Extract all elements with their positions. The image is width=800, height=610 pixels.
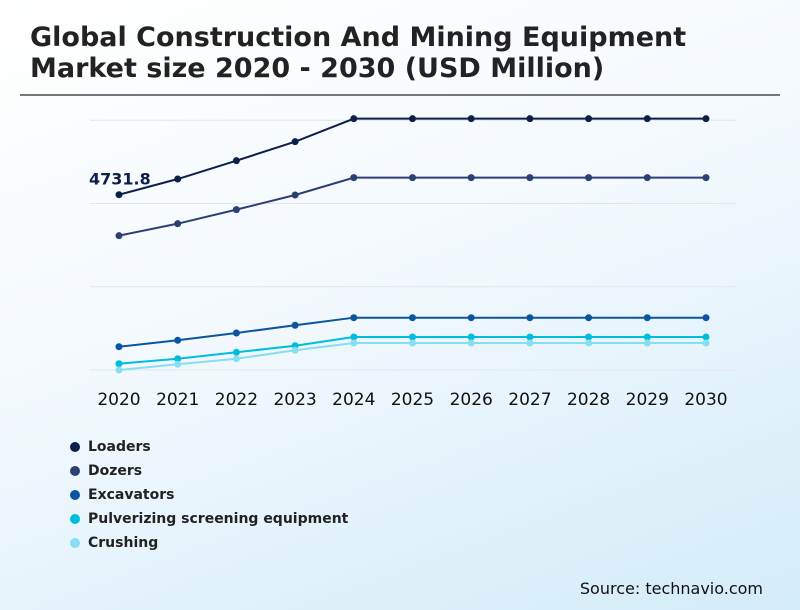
data-point <box>702 314 710 322</box>
legend-marker-icon <box>70 538 80 548</box>
data-point <box>643 339 651 347</box>
legend-item: Crushing <box>70 531 348 555</box>
data-point <box>115 343 123 351</box>
data-point <box>409 314 416 322</box>
data-point <box>350 314 358 322</box>
data-point <box>174 220 182 228</box>
title-divider <box>20 94 780 96</box>
data-point <box>174 175 182 183</box>
legend-marker-icon <box>70 514 80 524</box>
legend-marker-icon <box>70 442 80 452</box>
data-point <box>467 174 475 182</box>
data-point <box>174 360 182 368</box>
legend-item: Loaders <box>70 435 348 459</box>
data-point <box>585 339 593 347</box>
legend-item: Dozers <box>70 459 348 483</box>
data-point <box>232 329 240 337</box>
data-point <box>467 339 475 347</box>
legend-marker-icon <box>70 466 80 476</box>
series-line-dozers <box>118 176 706 237</box>
legend-label: Loaders <box>88 439 151 455</box>
legend-item: Pulverizing screening equipment <box>70 507 348 531</box>
data-point <box>350 115 358 123</box>
data-point <box>467 333 475 341</box>
data-point <box>585 314 593 322</box>
data-point <box>526 174 534 182</box>
data-point <box>585 333 593 341</box>
x-tick-label: 2028 <box>567 390 610 410</box>
x-tick-label: 2029 <box>626 390 669 410</box>
series-line-loaders <box>118 117 706 196</box>
data-point <box>643 333 651 341</box>
legend-marker-icon <box>70 490 80 500</box>
data-point <box>350 174 358 182</box>
data-point <box>409 339 416 347</box>
data-point <box>291 346 299 354</box>
data-point <box>232 355 240 363</box>
x-tick-label: 2020 <box>97 390 140 410</box>
data-point <box>350 339 358 347</box>
data-label: 4731.8 <box>89 170 151 189</box>
x-tick-label: 2023 <box>273 390 316 410</box>
data-point <box>702 333 710 341</box>
data-point <box>526 333 534 341</box>
data-point <box>409 333 416 341</box>
data-point <box>643 174 651 182</box>
data-point <box>526 115 534 123</box>
legend-item: Excavators <box>70 483 348 507</box>
x-tick-label: 2027 <box>508 390 551 410</box>
data-point <box>291 138 299 146</box>
x-tick-label: 2025 <box>391 390 434 410</box>
chart-title: Global Construction And Mining Equipment… <box>30 22 687 84</box>
x-tick-label: 2021 <box>156 390 199 410</box>
data-point <box>115 232 123 240</box>
data-point <box>526 314 534 322</box>
data-point <box>115 360 123 368</box>
x-tick-label: 2024 <box>332 390 375 410</box>
data-point <box>115 191 123 199</box>
legend-label: Pulverizing screening equipment <box>88 511 349 527</box>
data-point <box>291 321 299 329</box>
data-point <box>409 174 416 182</box>
data-point <box>585 115 593 123</box>
data-point <box>467 115 475 123</box>
data-point <box>467 314 475 322</box>
data-point <box>702 174 710 182</box>
data-point <box>291 191 299 199</box>
legend-label: Excavators <box>88 487 175 503</box>
source-text: Source: technavio.com <box>579 579 763 598</box>
legend: Loaders Dozers Excavators Pulverizing scree… <box>70 435 348 555</box>
data-point <box>409 115 416 123</box>
legend-label: Dozers <box>88 463 143 479</box>
data-point <box>232 206 240 214</box>
data-point <box>643 115 651 123</box>
data-point <box>585 174 593 182</box>
data-point <box>115 366 123 374</box>
x-tick-label: 2030 <box>684 390 727 410</box>
data-point <box>232 157 240 165</box>
data-point <box>232 348 240 356</box>
data-point <box>350 333 358 341</box>
data-point <box>174 336 182 344</box>
x-tick-label: 2026 <box>450 390 493 410</box>
data-point <box>643 314 651 322</box>
data-point <box>702 339 710 347</box>
legend-label: Crushing <box>88 535 159 551</box>
data-point <box>174 355 182 363</box>
x-tick-label: 2022 <box>215 390 258 410</box>
data-point <box>526 339 534 347</box>
data-point <box>702 115 710 123</box>
